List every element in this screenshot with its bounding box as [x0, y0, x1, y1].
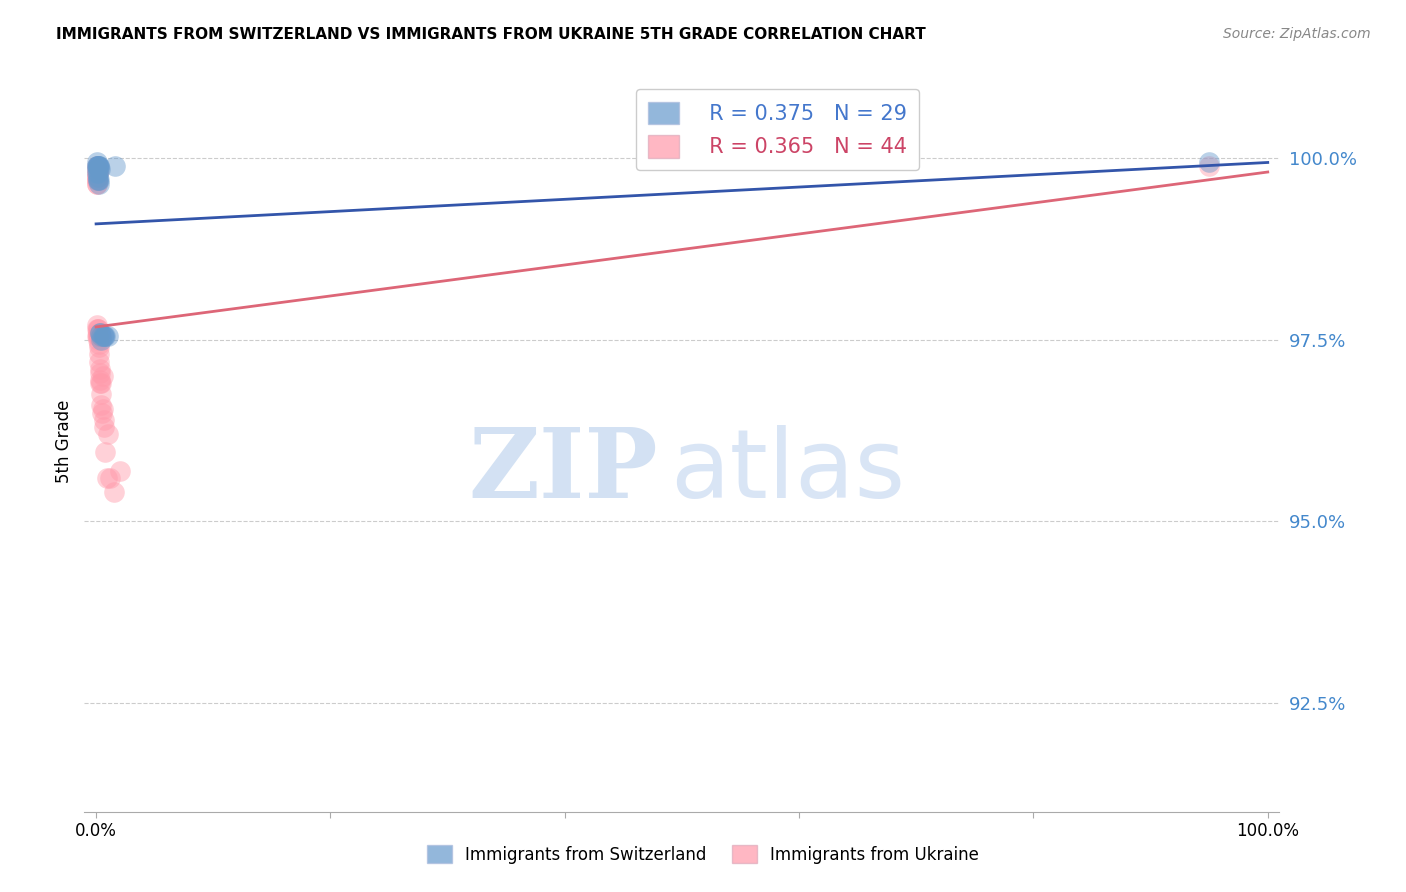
Point — [86, 155, 108, 169]
Point — [93, 413, 115, 427]
Point — [87, 177, 110, 191]
Point — [97, 329, 120, 343]
Point — [90, 405, 114, 419]
Point — [86, 329, 108, 343]
Point — [89, 162, 111, 177]
Point — [98, 471, 121, 485]
Point — [87, 173, 110, 187]
Point — [87, 159, 110, 173]
Point — [91, 329, 114, 343]
Point — [87, 336, 110, 351]
Point — [89, 326, 111, 340]
Point — [86, 159, 108, 173]
Point — [87, 159, 110, 173]
Point — [86, 169, 108, 184]
Point — [90, 376, 112, 391]
Point — [1198, 155, 1220, 169]
Point — [89, 326, 111, 340]
Point — [87, 347, 110, 361]
Point — [93, 420, 115, 434]
Point — [86, 162, 108, 177]
Point — [87, 169, 110, 184]
Point — [86, 173, 108, 187]
Point — [93, 329, 115, 343]
Text: Source: ZipAtlas.com: Source: ZipAtlas.com — [1223, 27, 1371, 41]
Point — [96, 471, 118, 485]
Point — [89, 362, 111, 376]
Point — [90, 387, 111, 401]
Point — [91, 369, 114, 384]
Point — [93, 329, 115, 343]
Point — [87, 322, 110, 336]
Point — [86, 177, 108, 191]
Text: ZIP: ZIP — [468, 425, 658, 518]
Point — [86, 166, 108, 180]
Text: atlas: atlas — [671, 425, 905, 517]
Point — [89, 366, 111, 380]
Legend:   R = 0.375   N = 29,   R = 0.365   N = 44: R = 0.375 N = 29, R = 0.365 N = 44 — [636, 89, 920, 170]
Point — [87, 173, 110, 187]
Point — [86, 159, 108, 173]
Point — [87, 329, 110, 343]
Point — [87, 166, 110, 180]
Point — [87, 333, 110, 347]
Legend: Immigrants from Switzerland, Immigrants from Ukraine: Immigrants from Switzerland, Immigrants … — [420, 838, 986, 871]
Point — [91, 401, 114, 416]
Y-axis label: 5th Grade: 5th Grade — [55, 400, 73, 483]
Point — [89, 376, 111, 391]
Point — [87, 329, 110, 343]
Point — [94, 329, 117, 343]
Text: IMMIGRANTS FROM SWITZERLAND VS IMMIGRANTS FROM UKRAINE 5TH GRADE CORRELATION CHA: IMMIGRANTS FROM SWITZERLAND VS IMMIGRANT… — [56, 27, 927, 42]
Point — [86, 169, 108, 184]
Point — [86, 318, 108, 333]
Point — [87, 166, 110, 180]
Point — [86, 159, 108, 173]
Point — [86, 162, 108, 177]
Point — [86, 322, 108, 336]
Point — [108, 464, 131, 478]
Point — [87, 340, 110, 354]
Point — [87, 322, 110, 336]
Point — [90, 329, 112, 343]
Point — [87, 326, 110, 340]
Point — [94, 445, 117, 459]
Point — [87, 159, 110, 173]
Point — [86, 177, 108, 191]
Point — [87, 166, 110, 180]
Point — [87, 159, 110, 173]
Point — [86, 166, 108, 180]
Point — [87, 159, 110, 173]
Point — [87, 173, 110, 187]
Point — [1198, 159, 1220, 173]
Point — [90, 333, 112, 347]
Point — [104, 159, 127, 173]
Point — [90, 398, 112, 412]
Point — [89, 162, 111, 177]
Point — [103, 485, 125, 500]
Point — [97, 427, 120, 442]
Point — [86, 166, 108, 180]
Point — [89, 373, 111, 387]
Point — [86, 173, 108, 187]
Point — [89, 354, 111, 368]
